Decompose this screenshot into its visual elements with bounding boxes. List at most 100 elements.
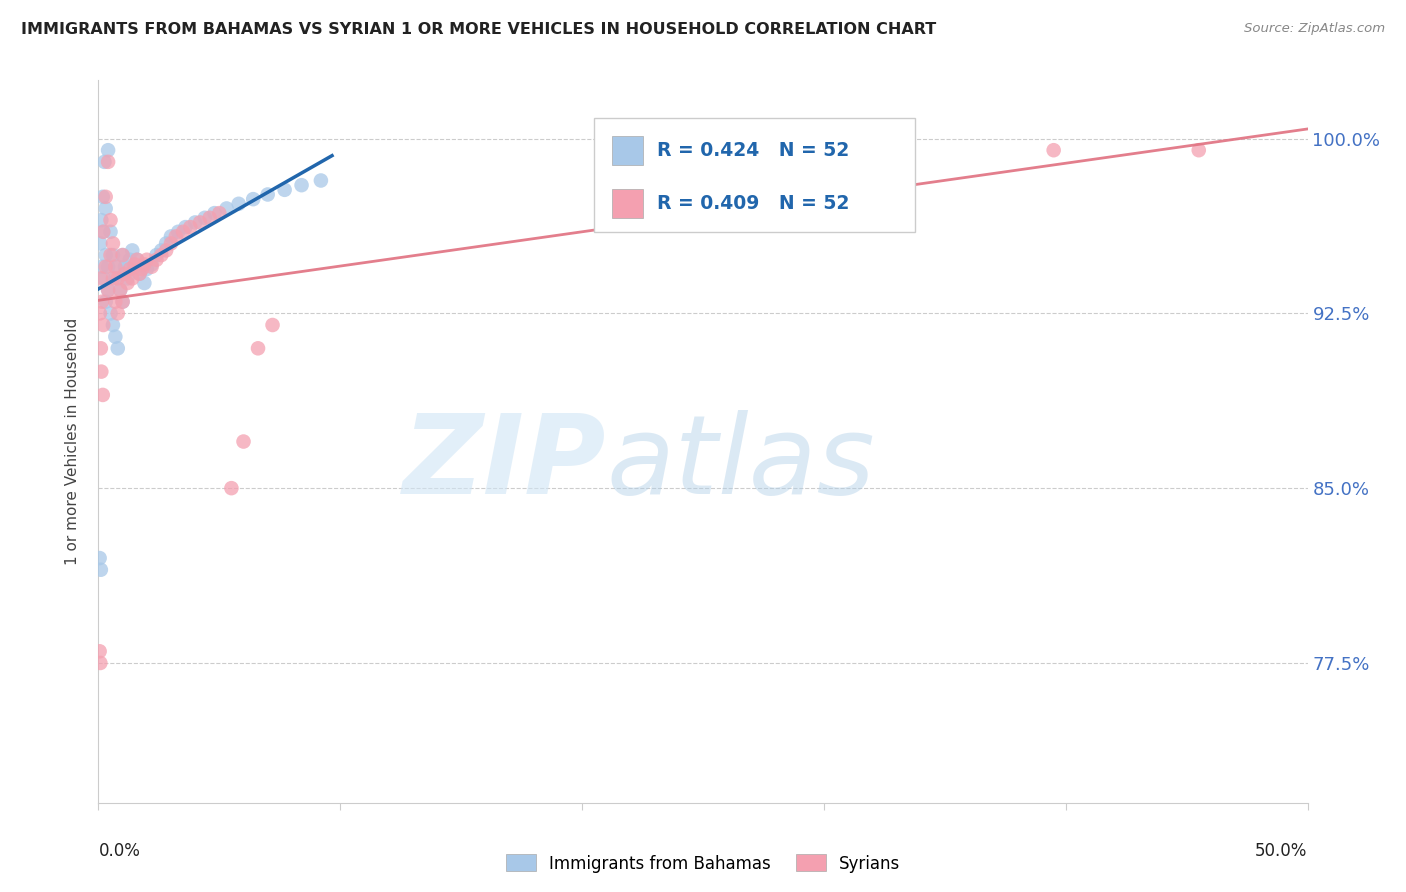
Text: ZIP: ZIP [402, 409, 606, 516]
FancyBboxPatch shape [595, 118, 915, 232]
Point [101, 271, 124, 285]
Text: 50.0%: 50.0% [1256, 842, 1308, 860]
Point [141, 260, 163, 274]
Point [141, 257, 163, 271]
Point [104, 260, 127, 274]
Point [208, 206, 231, 220]
Y-axis label: 1 or more Vehicles in Household: 1 or more Vehicles in Household [65, 318, 80, 566]
Point [134, 276, 156, 290]
Point [124, 260, 146, 274]
Point [111, 248, 134, 262]
Point [90, 563, 112, 577]
Text: Source: ZipAtlas.com: Source: ZipAtlas.com [1244, 22, 1385, 36]
Point [135, 262, 157, 277]
Point [91, 388, 114, 402]
Point [97, 283, 120, 297]
Point [94, 260, 117, 274]
Point [127, 252, 149, 267]
Point [94, 202, 117, 216]
Point [204, 206, 226, 220]
Point [160, 236, 183, 251]
Point [1042, 143, 1064, 157]
Point [100, 306, 122, 320]
Point [91, 260, 114, 274]
Point [145, 248, 167, 262]
Point [97, 154, 120, 169]
Point [134, 257, 156, 271]
Point [104, 294, 127, 309]
Point [221, 481, 243, 495]
Point [89, 644, 111, 658]
Point [228, 196, 250, 211]
Point [145, 252, 167, 267]
Point [89, 656, 111, 670]
Bar [613, 188, 643, 218]
Point [100, 225, 122, 239]
Point [194, 211, 217, 225]
Point [91, 318, 114, 332]
Point [256, 187, 278, 202]
Point [117, 271, 139, 285]
Point [93, 271, 115, 285]
Text: R = 0.424   N = 52: R = 0.424 N = 52 [657, 141, 849, 160]
Point [179, 220, 201, 235]
Point [91, 225, 114, 239]
Point [107, 306, 129, 320]
Point [101, 236, 124, 251]
Point [172, 225, 194, 239]
Point [100, 248, 122, 262]
Point [1188, 143, 1211, 157]
Point [97, 283, 120, 297]
Text: IMMIGRANTS FROM BAHAMAS VS SYRIAN 1 OR MORE VEHICLES IN HOUSEHOLD CORRELATION CH: IMMIGRANTS FROM BAHAMAS VS SYRIAN 1 OR M… [21, 22, 936, 37]
Point [101, 248, 124, 262]
Point [155, 244, 177, 258]
Point [111, 294, 134, 309]
Point [108, 283, 131, 297]
Point [118, 252, 141, 267]
Legend: Immigrants from Bahamas, Syrians: Immigrants from Bahamas, Syrians [499, 847, 907, 880]
Bar [613, 136, 643, 165]
Point [91, 225, 114, 239]
Point [107, 260, 129, 274]
Point [94, 248, 117, 262]
Point [124, 257, 146, 271]
Point [232, 434, 254, 449]
Point [104, 329, 127, 343]
Point [104, 271, 127, 285]
Point [150, 244, 173, 258]
Point [121, 271, 143, 285]
Point [89, 236, 111, 251]
Point [121, 244, 143, 258]
Point [90, 341, 112, 355]
Point [90, 365, 112, 379]
Point [118, 262, 141, 277]
Point [111, 294, 134, 309]
Point [107, 271, 129, 285]
Point [160, 229, 183, 244]
Point [242, 192, 264, 206]
Point [93, 154, 115, 169]
Point [184, 215, 207, 229]
Point [97, 260, 120, 274]
Point [100, 213, 122, 227]
Point [165, 229, 187, 244]
Text: atlas: atlas [606, 409, 875, 516]
Point [309, 173, 332, 187]
Point [135, 252, 157, 267]
Point [155, 236, 177, 251]
Point [117, 276, 139, 290]
Point [198, 211, 221, 225]
Point [128, 267, 150, 281]
Point [150, 248, 173, 262]
Point [107, 341, 129, 355]
Point [262, 318, 284, 332]
Point [174, 220, 197, 235]
Point [90, 213, 112, 227]
Point [90, 271, 112, 285]
Point [89, 306, 111, 320]
Point [97, 143, 120, 157]
Point [247, 341, 270, 355]
Point [273, 183, 295, 197]
Point [91, 294, 114, 309]
Point [101, 318, 124, 332]
